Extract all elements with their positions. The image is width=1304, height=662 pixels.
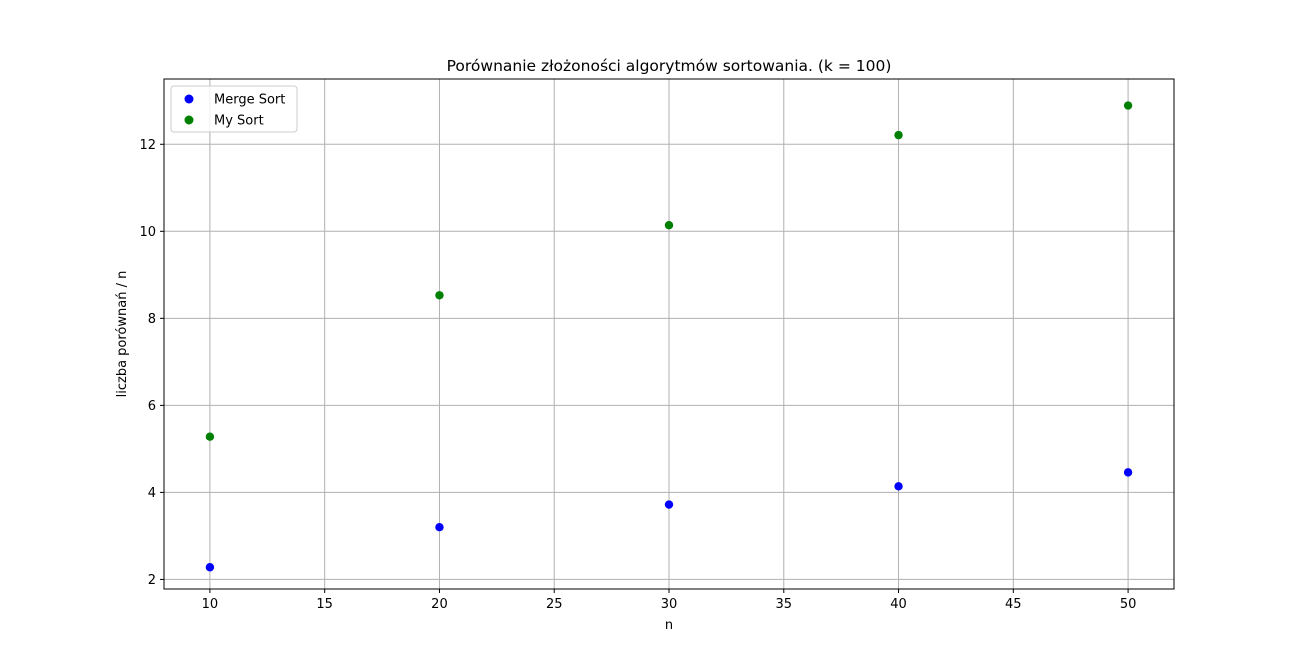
point-merge-sort: [435, 523, 444, 532]
point-my-sort: [205, 432, 215, 441]
grid-lines: [164, 79, 1174, 589]
x-axis-label: n: [665, 618, 673, 633]
x-tick-label: 20: [431, 597, 448, 612]
y-tick-label: 2: [148, 573, 156, 588]
point-my-sort: [894, 130, 903, 140]
x-tick-label: 45: [1005, 597, 1022, 612]
x-tick-label: 50: [1120, 597, 1137, 612]
point-my-sort: [664, 221, 674, 230]
point-merge-sort: [1123, 468, 1133, 477]
y-tick-label: 8: [148, 312, 156, 327]
y-tick-label: 6: [148, 399, 156, 414]
y-tick-label: 4: [148, 486, 156, 501]
x-tick-label: 40: [890, 597, 907, 612]
point-merge-sort: [205, 563, 215, 572]
y-tick-label: 12: [139, 138, 156, 153]
x-tick-label: 35: [775, 597, 792, 612]
y-axis-label: liczba porównań / n: [115, 271, 130, 398]
x-tick-label: 25: [546, 597, 563, 612]
legend-marker-my-sort: [184, 115, 194, 125]
legend-label-merge-sort: Merge Sort: [214, 93, 285, 108]
chart-title: Porównanie złożoności algorytmów sortowa…: [447, 57, 892, 75]
point-my-sort: [435, 291, 444, 300]
x-tick-label: 30: [661, 597, 678, 612]
legend: Merge Sort My Sort: [170, 85, 298, 133]
point-merge-sort: [894, 482, 903, 491]
y-tick-label: 10: [139, 225, 156, 240]
data-points: [205, 101, 1133, 572]
point-merge-sort: [664, 500, 674, 509]
point-my-sort: [1123, 101, 1133, 110]
x-tick-label: 10: [202, 597, 219, 612]
x-tick-label: 15: [316, 597, 333, 612]
y-axis-ticks: 2 4 6 8 10 12: [139, 138, 164, 588]
legend-box: [170, 85, 298, 133]
legend-marker-merge-sort: [184, 94, 194, 104]
legend-label-my-sort: My Sort: [214, 114, 264, 129]
x-axis-ticks: 10 15 20 25 30 35 40 45 50: [202, 589, 1137, 612]
